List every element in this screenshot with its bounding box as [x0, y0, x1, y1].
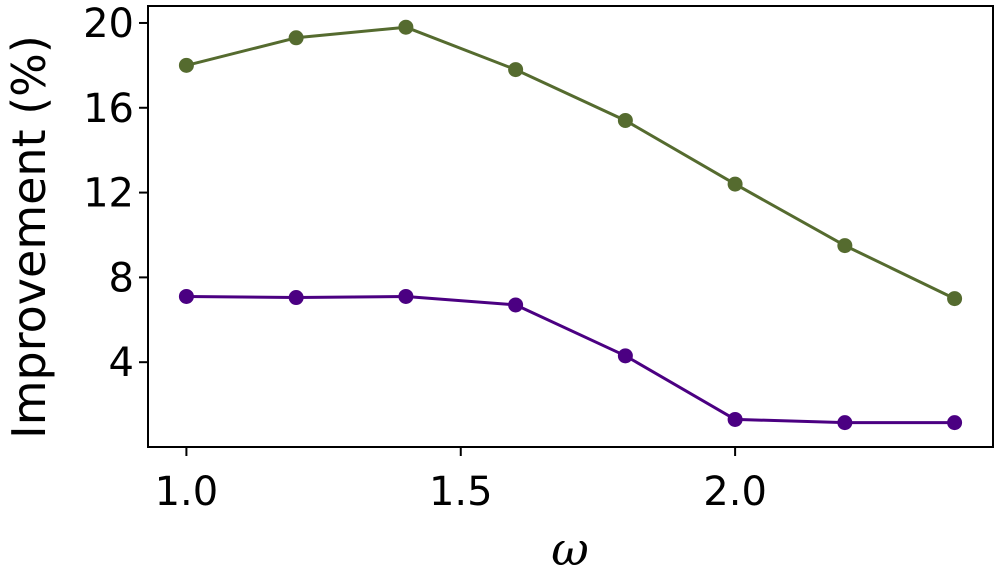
data-point	[508, 297, 524, 313]
data-point	[288, 30, 304, 46]
data-point	[178, 57, 194, 73]
data-point	[178, 288, 194, 304]
x-axis: 1.0 1.5 2.0	[155, 447, 767, 515]
data-point	[617, 112, 633, 128]
data-point	[398, 19, 414, 35]
y-tick-label: 16	[83, 86, 134, 132]
data-point	[617, 348, 633, 364]
series-1	[178, 19, 963, 307]
y-tick-label: 8	[109, 255, 134, 301]
y-tick-label: 4	[109, 340, 134, 386]
x-tick-label: 2.0	[703, 469, 767, 515]
y-tick-label: 20	[83, 1, 134, 47]
data-point	[398, 288, 414, 304]
series-2	[178, 288, 963, 431]
x-axis-title: ω	[551, 522, 589, 576]
series-line	[186, 295, 955, 425]
x-tick-label: 1.0	[155, 469, 219, 515]
data-point	[947, 415, 963, 431]
data-point	[837, 415, 853, 431]
plot-frame	[147, 5, 994, 448]
series-line	[186, 25, 956, 300]
x-tick-label: 1.5	[429, 469, 493, 515]
data-point	[508, 62, 524, 78]
data-point	[837, 238, 853, 254]
y-axis-title: Improvement (%)	[2, 35, 56, 439]
data-point	[947, 291, 963, 307]
series-layer	[178, 19, 963, 431]
y-axis: 4 8 12 16 20	[83, 1, 148, 386]
data-point	[727, 176, 743, 192]
data-point	[288, 290, 304, 306]
data-point	[727, 411, 743, 427]
y-tick-label: 12	[83, 171, 134, 217]
